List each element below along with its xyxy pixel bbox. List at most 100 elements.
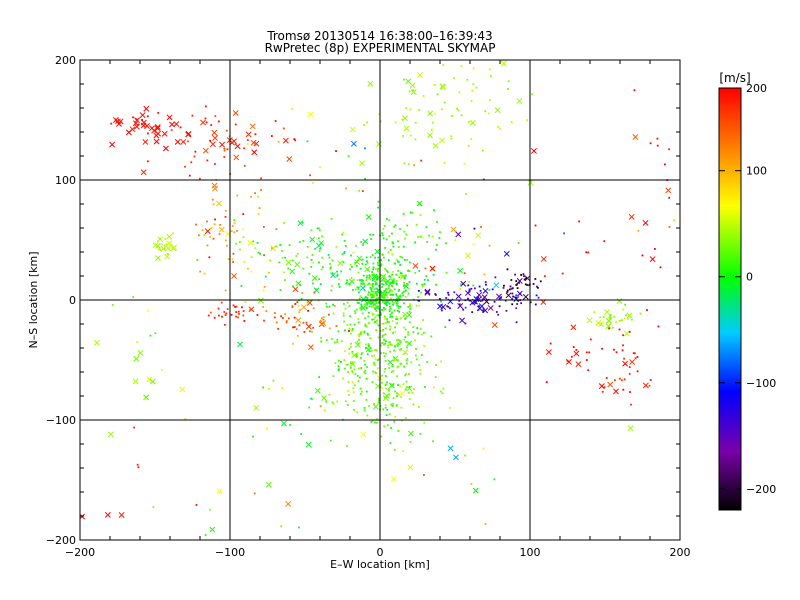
scatter-point bbox=[394, 330, 397, 333]
scatter-point bbox=[534, 278, 537, 280]
scatter-point bbox=[636, 356, 639, 358]
scatter-point bbox=[396, 309, 399, 312]
scatter-point bbox=[132, 116, 134, 119]
scatter-point bbox=[642, 219, 649, 226]
scatter-point bbox=[380, 344, 383, 347]
scatter-point bbox=[382, 408, 385, 411]
scatter-point bbox=[364, 324, 367, 327]
x-tick-label: −100 bbox=[215, 546, 245, 559]
scatter-point bbox=[357, 321, 360, 324]
scatter-point bbox=[507, 88, 509, 90]
scatter-point bbox=[365, 276, 368, 279]
scatter-point bbox=[203, 272, 206, 275]
scatter-point bbox=[351, 265, 353, 268]
scatter-point bbox=[458, 91, 461, 94]
scatter-point bbox=[265, 481, 272, 488]
scatter-point bbox=[263, 226, 265, 228]
scatter-point bbox=[447, 445, 454, 452]
scatter-point bbox=[397, 261, 400, 263]
scatter-point bbox=[257, 297, 264, 304]
scatter-point bbox=[312, 261, 315, 264]
scatter-point bbox=[170, 129, 173, 131]
scatter-point bbox=[399, 348, 401, 351]
scatter-point bbox=[234, 143, 241, 150]
scatter-point bbox=[297, 220, 304, 227]
scatter-point bbox=[319, 283, 322, 286]
scatter-point bbox=[357, 344, 360, 347]
scatter-point bbox=[348, 328, 351, 331]
scatter-point bbox=[368, 305, 371, 308]
scatter-point bbox=[468, 280, 471, 283]
scatter-point bbox=[387, 251, 390, 253]
scatter-point bbox=[475, 86, 478, 89]
scatter-point bbox=[395, 339, 398, 341]
scatter-point bbox=[369, 283, 371, 286]
scatter-point bbox=[345, 363, 348, 366]
scatter-point bbox=[484, 281, 487, 283]
scatter-point bbox=[376, 306, 379, 309]
scatter-point bbox=[328, 305, 331, 308]
scatter-point bbox=[306, 301, 309, 304]
scatter-point bbox=[204, 228, 211, 235]
scatter-point bbox=[391, 405, 394, 407]
scatter-point bbox=[482, 309, 485, 311]
scatter-point bbox=[157, 111, 160, 114]
scatter-point bbox=[404, 295, 407, 298]
scatter-point bbox=[438, 237, 441, 239]
scatter-point bbox=[394, 224, 397, 227]
scatter-point bbox=[199, 270, 202, 273]
scatter-point bbox=[359, 160, 366, 167]
scatter-point bbox=[162, 145, 169, 152]
x-tick-label: 200 bbox=[670, 546, 691, 559]
scatter-point bbox=[249, 123, 256, 130]
scatter-point bbox=[407, 270, 410, 273]
scatter-point bbox=[488, 68, 491, 71]
scatter-point bbox=[417, 72, 424, 78]
scatter-point bbox=[388, 235, 391, 238]
scatter-point bbox=[395, 283, 398, 286]
scatter-point bbox=[404, 289, 407, 292]
scatter-point bbox=[295, 255, 298, 257]
scatter-point bbox=[366, 283, 369, 286]
scatter-point bbox=[673, 219, 675, 222]
scatter-point bbox=[445, 271, 448, 274]
scatter-point bbox=[382, 254, 384, 256]
scatter-point bbox=[328, 393, 331, 396]
scatter-point bbox=[615, 351, 618, 354]
scatter-point bbox=[369, 337, 372, 340]
scatter-point bbox=[302, 321, 305, 324]
scatter-point bbox=[668, 226, 671, 228]
scatter-point bbox=[497, 125, 499, 128]
scatter-point bbox=[368, 350, 371, 352]
scatter-point bbox=[352, 251, 355, 254]
scatter-point bbox=[399, 390, 406, 397]
scatter-point bbox=[310, 397, 312, 400]
scatter-point bbox=[382, 392, 385, 395]
scatter-point bbox=[284, 279, 286, 282]
scatter-point bbox=[257, 251, 260, 254]
scatter-point bbox=[529, 301, 532, 304]
scatter-point bbox=[478, 305, 480, 308]
scatter-point bbox=[252, 240, 255, 243]
scatter-point bbox=[380, 352, 382, 354]
scatter-point bbox=[469, 119, 476, 126]
scatter-point bbox=[381, 387, 384, 389]
y-tick-label: −100 bbox=[46, 414, 76, 427]
scatter-point bbox=[454, 239, 457, 242]
colorbar-tick-label: 200 bbox=[746, 82, 767, 95]
scatter-point bbox=[416, 200, 423, 207]
scatter-point bbox=[365, 214, 372, 220]
scatter-point bbox=[382, 277, 385, 280]
scatter-point bbox=[389, 325, 392, 328]
scatter-point bbox=[482, 287, 489, 294]
scatter-point bbox=[397, 344, 399, 347]
scatter-point bbox=[392, 278, 395, 281]
scatter-point bbox=[535, 294, 538, 297]
scatter-point bbox=[383, 425, 386, 428]
scatter-point bbox=[211, 226, 213, 229]
scatter-point bbox=[277, 327, 280, 330]
scatter-point bbox=[366, 414, 369, 417]
scatter-point bbox=[149, 378, 156, 385]
scatter-point bbox=[488, 99, 491, 102]
scatter-point bbox=[373, 302, 376, 305]
